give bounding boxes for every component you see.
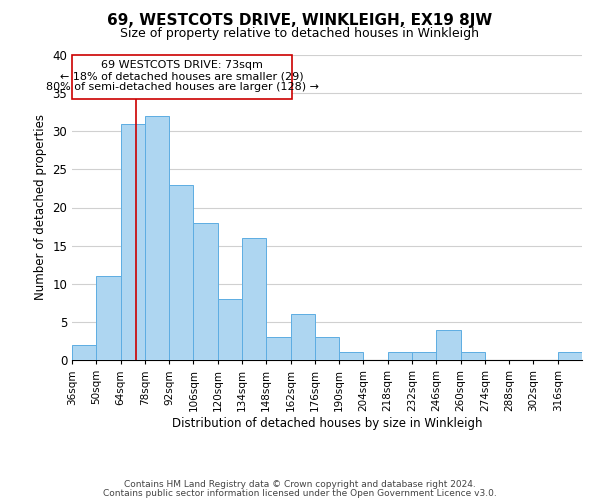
- Text: Size of property relative to detached houses in Winkleigh: Size of property relative to detached ho…: [121, 28, 479, 40]
- Bar: [436, 330, 461, 360]
- Bar: [412, 352, 436, 360]
- Bar: [121, 124, 145, 360]
- Bar: [242, 238, 266, 360]
- Text: 69, WESTCOTS DRIVE, WINKLEIGH, EX19 8JW: 69, WESTCOTS DRIVE, WINKLEIGH, EX19 8JW: [107, 12, 493, 28]
- Text: 69 WESTCOTS DRIVE: 73sqm: 69 WESTCOTS DRIVE: 73sqm: [101, 60, 263, 70]
- Bar: [290, 314, 315, 360]
- Bar: [461, 352, 485, 360]
- Text: 80% of semi-detached houses are larger (128) →: 80% of semi-detached houses are larger (…: [46, 82, 319, 92]
- Bar: [339, 352, 364, 360]
- Bar: [558, 352, 582, 360]
- Bar: [145, 116, 169, 360]
- Bar: [266, 337, 290, 360]
- Bar: [388, 352, 412, 360]
- X-axis label: Distribution of detached houses by size in Winkleigh: Distribution of detached houses by size …: [172, 416, 482, 430]
- Bar: [315, 337, 339, 360]
- Bar: [96, 276, 121, 360]
- Bar: [169, 184, 193, 360]
- Y-axis label: Number of detached properties: Number of detached properties: [34, 114, 47, 300]
- FancyBboxPatch shape: [72, 55, 292, 99]
- Bar: [193, 223, 218, 360]
- Bar: [218, 299, 242, 360]
- Text: Contains public sector information licensed under the Open Government Licence v3: Contains public sector information licen…: [103, 488, 497, 498]
- Bar: [72, 345, 96, 360]
- Text: Contains HM Land Registry data © Crown copyright and database right 2024.: Contains HM Land Registry data © Crown c…: [124, 480, 476, 489]
- Text: ← 18% of detached houses are smaller (29): ← 18% of detached houses are smaller (29…: [61, 71, 304, 81]
